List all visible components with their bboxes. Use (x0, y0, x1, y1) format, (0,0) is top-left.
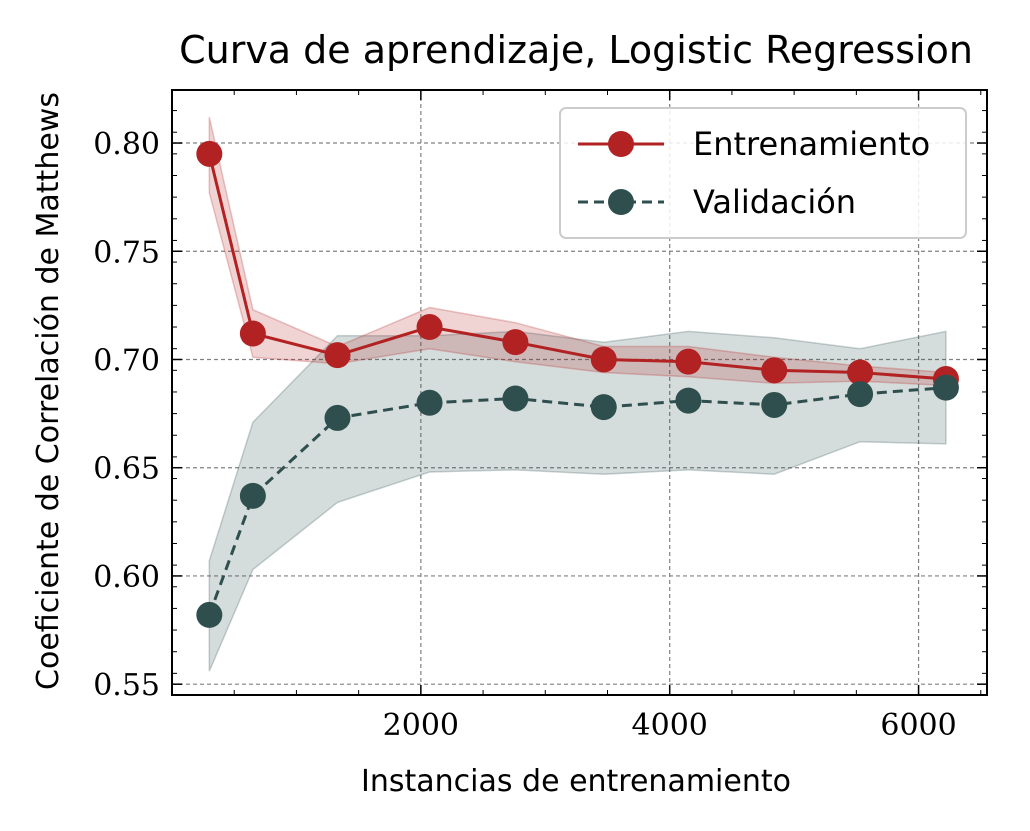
legend-box (559, 107, 967, 239)
x-tick-label: 6000 (880, 708, 956, 743)
data-point-validation (675, 387, 702, 414)
data-point-validation (416, 389, 443, 416)
y-tick-label: 0.55 (93, 668, 160, 703)
data-point-training (416, 314, 443, 341)
plot-area: 2000 4000 6000 0.55 0.60 0.65 0.70 0.75 0.80 Entr… (93, 89, 988, 743)
ticks (172, 90, 987, 696)
legend: Entrenamiento Validación (559, 107, 967, 239)
x-tick-label: 2000 (383, 708, 459, 743)
y-tick-label: 0.75 (93, 235, 160, 270)
data-point-training (239, 320, 266, 347)
data-point-training (196, 140, 223, 167)
series-line-validation (207, 386, 947, 616)
y-axis-label: Coeficiente de Correlación de Matthews (31, 92, 66, 690)
legend-label-validation: Validación (693, 183, 856, 221)
data-point-validation (847, 381, 874, 408)
data-point-validation (239, 482, 266, 509)
x-axis-label: Instancias de entrenamiento (361, 764, 791, 799)
y-tick-label: 0.60 (93, 560, 160, 595)
data-point-validation (324, 404, 351, 431)
legend-marker-validation (608, 189, 634, 215)
legend-marker-training (608, 131, 634, 157)
x-tick-label: 4000 (632, 708, 708, 743)
y-tick-label: 0.70 (93, 343, 160, 378)
data-point-training (761, 357, 788, 384)
data-point-validation (196, 601, 223, 628)
series-line-training (207, 153, 947, 381)
data-point-validation (761, 391, 788, 418)
data-point-validation (502, 385, 529, 412)
data-point-training (847, 359, 874, 386)
data-point-training (590, 346, 617, 373)
confidence-band-validation (208, 330, 947, 672)
y-tick-label: 0.65 (93, 452, 160, 487)
data-point-validation (932, 374, 959, 401)
plot-frame (171, 89, 988, 696)
data-point-training (502, 329, 529, 356)
y-tick-label: 0.80 (93, 127, 160, 162)
data-point-training (675, 348, 702, 375)
legend-label-training: Entrenamiento (693, 125, 930, 163)
data-point-validation (590, 394, 617, 421)
data-point-training (324, 342, 351, 369)
chart-title: Curva de aprendizaje, Logistic Regressio… (179, 28, 973, 72)
